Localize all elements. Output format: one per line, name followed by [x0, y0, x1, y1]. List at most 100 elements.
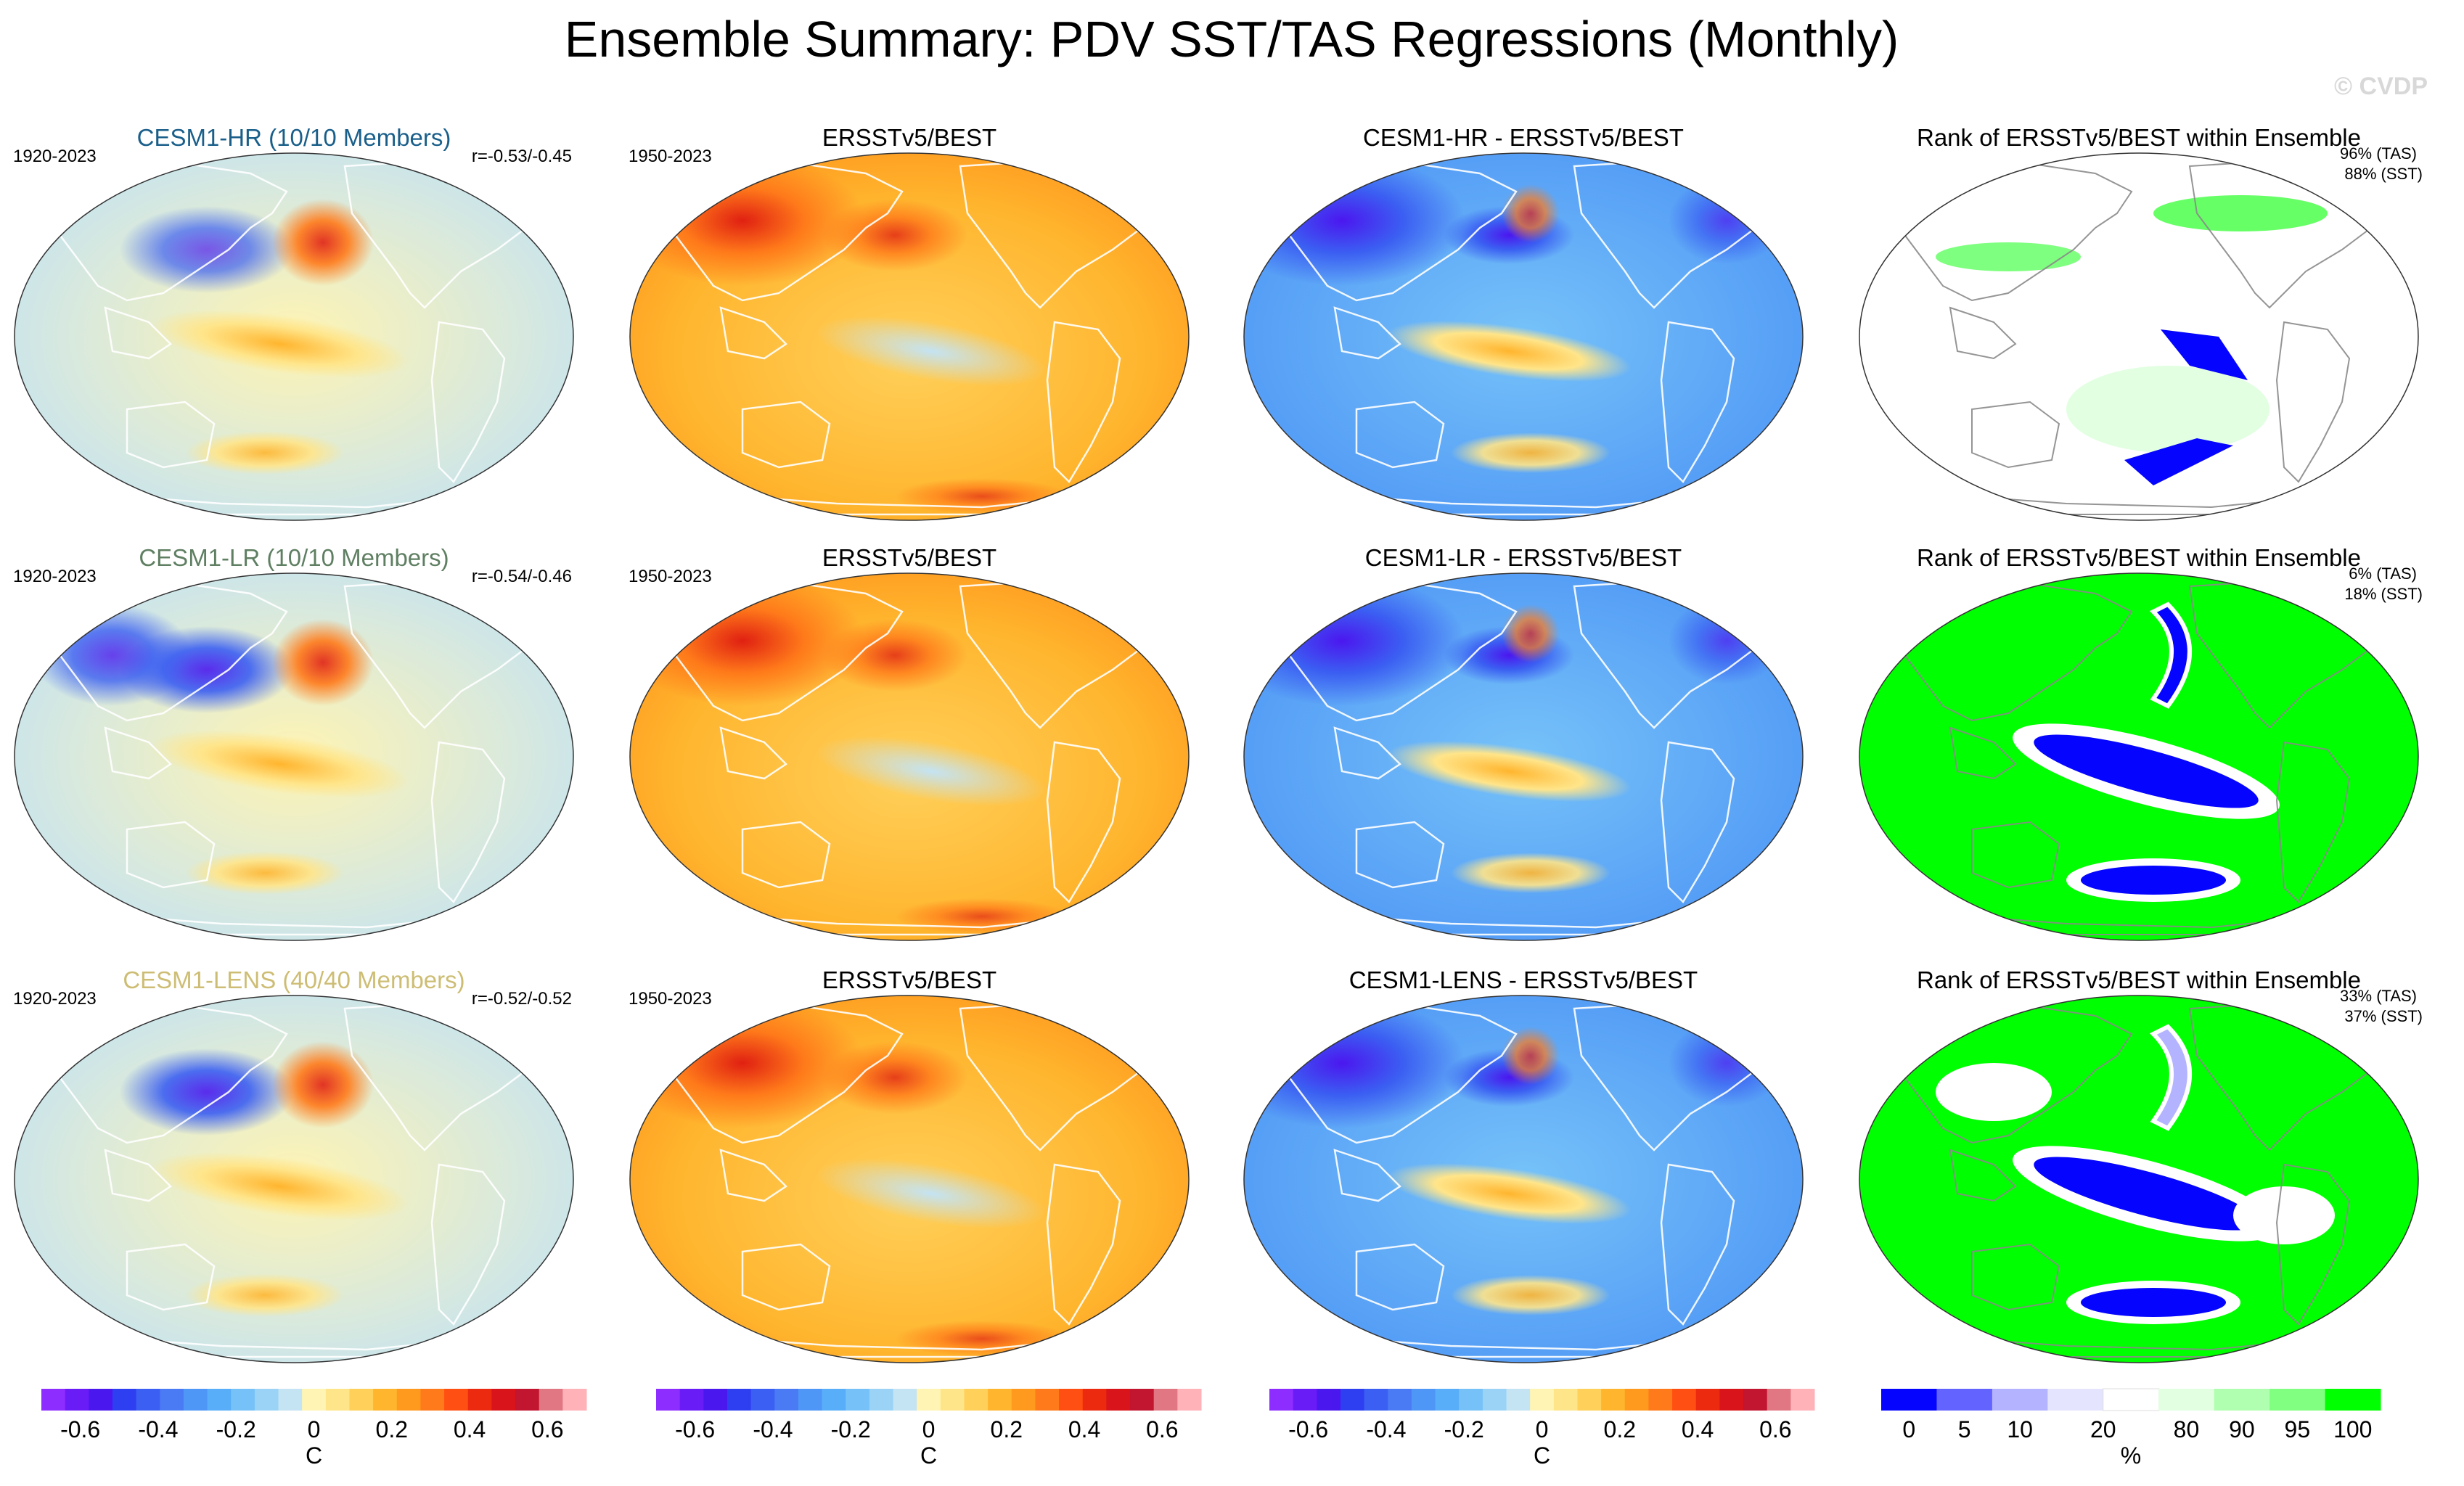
- coastline: [719, 1149, 787, 1202]
- colorbar-swatch: [1411, 1389, 1436, 1411]
- colorbar-tick-label: 90: [2229, 1416, 2255, 1442]
- coastline: [2275, 741, 2351, 903]
- coastline: [668, 1003, 904, 1144]
- colorbar-swatch: [917, 1389, 941, 1411]
- coastline: [1899, 581, 2133, 722]
- coastline: [1282, 161, 1518, 302]
- map-field: [15, 573, 573, 940]
- coastline: [104, 726, 172, 780]
- colorbar-swatch: [467, 1389, 492, 1411]
- colorbar-tick-label: 0.4: [1068, 1416, 1100, 1442]
- map-field: [1244, 996, 1803, 1363]
- panel-title: Rank of ERSSTv5/BEST within Ensemble: [1917, 544, 2361, 571]
- panel-title: CESM1-LR - ERSSTv5/BEST: [1365, 544, 1682, 571]
- map-field: [15, 153, 573, 520]
- colorbar-swatch: [1936, 1389, 1993, 1411]
- map-field: [1859, 153, 2418, 520]
- colorbar-swatch: [1011, 1389, 1036, 1411]
- colorbar-swatch: [396, 1389, 421, 1411]
- coastline: [53, 581, 288, 722]
- coastline: [719, 306, 787, 360]
- colorbar-tick-label: -0.4: [138, 1416, 178, 1442]
- colorbar-unit: C: [306, 1442, 322, 1469]
- colorbar-tick-label: -0.6: [675, 1416, 715, 1442]
- colorbar-swatch: [703, 1389, 728, 1411]
- rank-sst: 37% (SST): [2344, 1007, 2423, 1025]
- colorbar-tick-label: 80: [2174, 1416, 2200, 1442]
- map-outline: [629, 572, 1190, 941]
- map-panel-r1-c1: CESM1-HR (10/10 Members) 1920-2023 r=-0.53…: [13, 124, 574, 521]
- colorbar-swatch: [41, 1389, 66, 1411]
- regression-colorbar-2: -0.6 -0.4 -0.2 0 0.2 0.4 0.6 C: [656, 1389, 1202, 1469]
- colorbar-unit: C: [1534, 1442, 1550, 1469]
- colorbar-tick-label: 0.6: [1146, 1416, 1178, 1442]
- colorbar-unit: %: [2121, 1442, 2141, 1469]
- colorbar-swatch: [1992, 1389, 2048, 1411]
- colorbar-tick-label: 0.2: [1604, 1416, 1636, 1442]
- colorbar-swatch: [1743, 1389, 1768, 1411]
- colorbar-swatch: [254, 1389, 279, 1411]
- rank-tas: 6% (TAS): [2349, 565, 2417, 583]
- map-panels: CESM1-HR (10/10 Members) 1920-2023 r=-0.53…: [13, 124, 2423, 1363]
- colorbar-swatch: [846, 1389, 870, 1411]
- colorbar-swatch: [1530, 1389, 1555, 1411]
- coastline: [53, 161, 288, 302]
- colorbar-tick-label: -0.2: [831, 1416, 871, 1442]
- colorbar-swatch: [2103, 1388, 2160, 1411]
- colorbar-swatch: [798, 1389, 823, 1411]
- colorbar-tick-label: 0.4: [1682, 1416, 1714, 1442]
- colorbar-tick-label: 0: [1902, 1416, 1915, 1442]
- panel-years: 1950-2023: [629, 567, 712, 586]
- map-field: [1859, 996, 2418, 1363]
- colorbar-swatch: [349, 1389, 374, 1411]
- map-outline: [629, 995, 1190, 1363]
- colorbar-swatch: [1435, 1389, 1460, 1411]
- coastline: [1971, 821, 2060, 889]
- colorbar-swatch: [65, 1389, 89, 1411]
- rank-tas: 33% (TAS): [2340, 987, 2417, 1005]
- coastline: [741, 401, 831, 469]
- colorbar-tick-label: -0.6: [1288, 1416, 1328, 1442]
- coastline: [2275, 321, 2351, 483]
- colorbar-swatch: [231, 1389, 255, 1411]
- map-outline: [1243, 152, 1804, 521]
- panel-title: CESM1-LR (10/10 Members): [139, 544, 449, 571]
- colorbar-tick-label: 0.2: [991, 1416, 1023, 1442]
- panel-title: CESM1-HR (10/10 Members): [137, 124, 451, 151]
- coastline: [1046, 1163, 1121, 1326]
- map-panel-r3-c4: Rank of ERSSTv5/BEST within Ensemble33% …: [1859, 966, 2423, 1363]
- rank-sst: 88% (SST): [2344, 165, 2423, 183]
- colorbar-swatch: [1553, 1389, 1578, 1411]
- colorbar-swatch: [2047, 1389, 2104, 1411]
- coastline: [1949, 306, 2017, 360]
- coastline: [1333, 726, 1401, 780]
- colorbar-tick-label: 100: [2333, 1416, 2372, 1442]
- colorbar-swatch: [325, 1389, 350, 1411]
- colorbar-tick-label: 0.2: [376, 1416, 408, 1442]
- colorbar-swatch: [89, 1389, 113, 1411]
- colorbar-swatch: [539, 1389, 563, 1411]
- map-field: [1244, 573, 1803, 940]
- regression-colorbar-3: -0.6 -0.4 -0.2 0 0.2 0.4 0.6 C: [1269, 1389, 1815, 1469]
- map-field: [630, 996, 1189, 1363]
- colorbar-swatch: [2325, 1389, 2381, 1411]
- colorbar-swatch: [964, 1389, 989, 1411]
- map-panel-r1-c2: ERSSTv5/BEST 1950-2023: [629, 124, 1190, 521]
- colorbar-swatch: [420, 1389, 445, 1411]
- colorbar-swatch: [2214, 1389, 2270, 1411]
- map-outline: [1243, 572, 1804, 941]
- map-outline: [1243, 995, 1804, 1363]
- coastline: [668, 161, 904, 302]
- colorbar-tick-label: 0: [308, 1416, 321, 1442]
- colorbar-swatch: [1293, 1389, 1317, 1411]
- colorbar-tick-label: 10: [2007, 1416, 2033, 1442]
- coastline: [1660, 321, 1735, 484]
- colorbar-tick-label: 0.4: [454, 1416, 486, 1442]
- colorbar-tick-label: 0.6: [531, 1416, 563, 1442]
- colorbar-swatch: [1106, 1389, 1131, 1411]
- panel-years: 1920-2023: [13, 989, 97, 1009]
- coastline: [1355, 1243, 1445, 1311]
- colorbar-tick-label: -0.6: [60, 1416, 100, 1442]
- map-outline: [629, 152, 1190, 521]
- coastline: [1660, 1163, 1735, 1326]
